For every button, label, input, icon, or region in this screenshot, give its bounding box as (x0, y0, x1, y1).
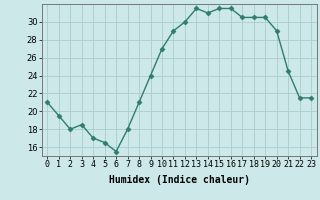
X-axis label: Humidex (Indice chaleur): Humidex (Indice chaleur) (109, 175, 250, 185)
